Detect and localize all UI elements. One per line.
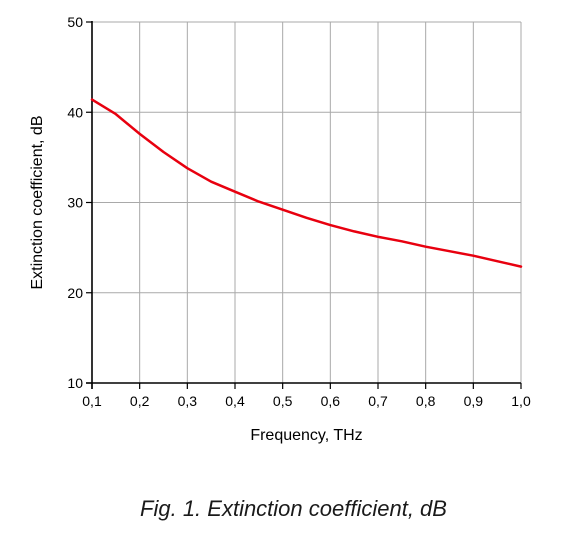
chart: 0,1 0,2 0,3 0,4 0,5 0,6 0,7 0,8 0,9 1,0 10 20 30 40 50… bbox=[29, 14, 531, 444]
y-axis-label: Extinction coefficient, dB bbox=[29, 115, 46, 289]
x-tick-label: 0,2 bbox=[130, 393, 150, 409]
x-tick-label: 0,3 bbox=[178, 393, 198, 409]
x-tick-label: 0,8 bbox=[416, 393, 436, 409]
x-tick-label: 0,1 bbox=[82, 393, 102, 409]
x-tick-label: 0,5 bbox=[273, 393, 293, 409]
series-line bbox=[90, 98, 523, 268]
x-axis-label: Frequency, THz bbox=[250, 427, 362, 444]
x-tick-label: 1,0 bbox=[511, 393, 531, 409]
x-tick-label: 0,9 bbox=[464, 393, 484, 409]
y-tick-label: 10 bbox=[67, 375, 83, 391]
y-tick-label: 40 bbox=[67, 104, 83, 120]
figure-caption: Fig. 1. Extinction coefficient, dB bbox=[140, 496, 447, 521]
x-tick-label: 0,6 bbox=[321, 393, 341, 409]
y-tick-label: 50 bbox=[67, 14, 83, 30]
x-tick-label: 0,7 bbox=[368, 393, 388, 409]
y-tick-label: 30 bbox=[67, 195, 83, 211]
y-tick-label: 20 bbox=[67, 285, 83, 301]
x-tick-label: 0,4 bbox=[225, 393, 245, 409]
